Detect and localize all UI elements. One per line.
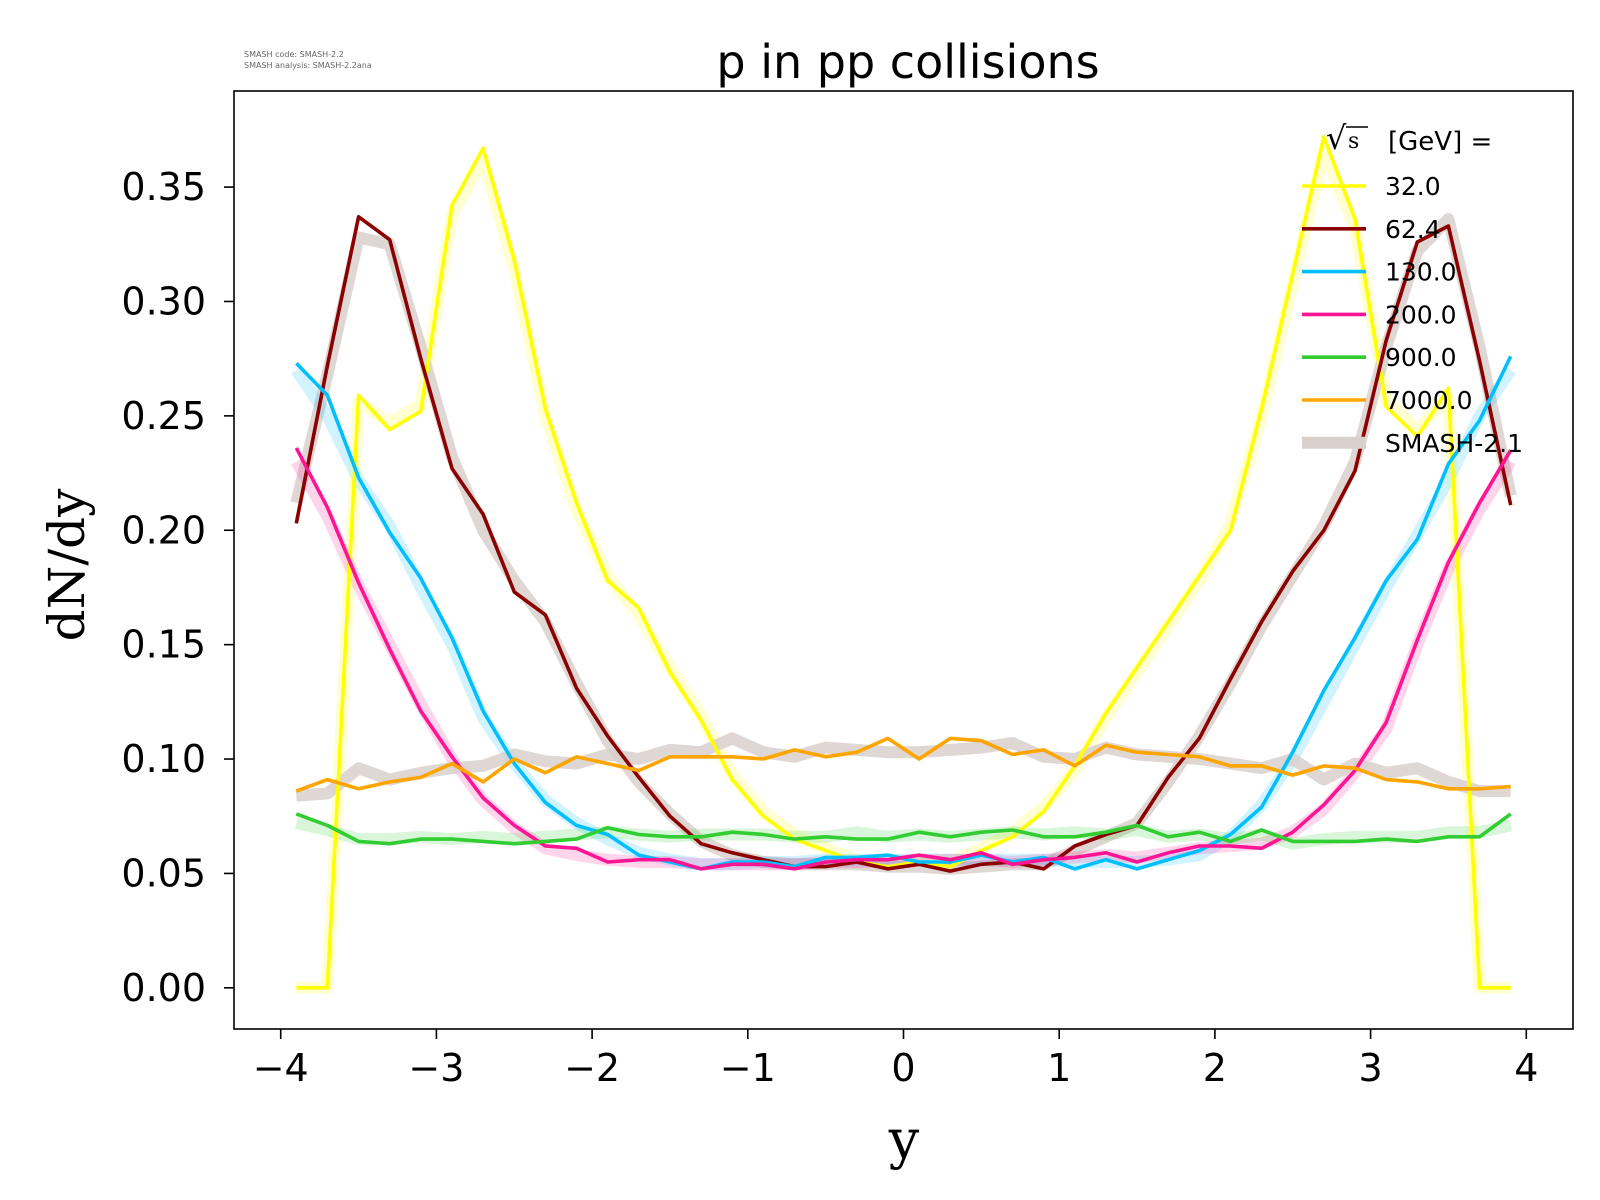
y-tick-label: 0.05 — [121, 851, 206, 895]
legend-entries: 32.0 62.4 130.0 200.0 900.0 7000.0 SMASH-2.1 — [1302, 172, 1523, 458]
legend-title-root: s — [1348, 129, 1359, 154]
x-tick-label: 2 — [1203, 1046, 1227, 1090]
reference-curves — [290, 144, 1517, 994]
chart-title: p in pp collisions — [716, 35, 1099, 89]
legend-label: 7000.0 — [1385, 386, 1472, 415]
x-tick-label: 4 — [1514, 1046, 1538, 1090]
data-series — [294, 135, 1513, 990]
series-line-62-4 — [294, 215, 1513, 873]
series-line-900-0 — [295, 812, 1512, 846]
x-tick-label: −2 — [564, 1046, 620, 1090]
y-tick-label: 0.15 — [121, 623, 206, 667]
legend-label-reference: SMASH-2.1 — [1385, 429, 1523, 458]
plot-frame — [233, 90, 1574, 1030]
x-tick-label: −4 — [253, 1046, 309, 1090]
series-line-32-0 — [296, 135, 1511, 990]
y-axis-ticks: 0.00 0.05 0.10 0.15 0.20 0.25 0.30 0.35 — [121, 165, 234, 1010]
meta-note-line-2: SMASH analysis: SMASH-2.2ana — [244, 61, 372, 70]
x-tick-label: −1 — [720, 1046, 776, 1090]
y-tick-label: 0.25 — [121, 394, 206, 438]
y-tick-label: 0.00 — [121, 966, 206, 1010]
legend-label: 200.0 — [1385, 300, 1457, 329]
y-tick-label: 0.35 — [121, 165, 206, 209]
x-axis-label: y — [888, 1108, 920, 1171]
y-axis-label: dN/dy — [38, 488, 96, 642]
legend-label: 130.0 — [1385, 258, 1457, 287]
legend-label: 62.4 — [1385, 215, 1441, 244]
legend-sqrt-symbol: √ — [1326, 119, 1347, 157]
meta-note-line-1: SMASH code: SMASH-2.2 — [244, 50, 344, 59]
y-tick-label: 0.20 — [121, 508, 206, 552]
y-tick-label: 0.30 — [121, 279, 206, 323]
legend-title-text: [GeV] = — [1388, 127, 1492, 157]
legend-label: 32.0 — [1385, 172, 1441, 201]
series-line-200-0 — [294, 447, 1513, 871]
x-tick-label: 1 — [1047, 1046, 1071, 1090]
y-tick-label: 0.10 — [121, 737, 206, 781]
x-tick-label: 0 — [891, 1046, 915, 1090]
x-axis-ticks: −4 −3 −2 −1 0 1 2 3 4 — [253, 1029, 1538, 1090]
legend: √ s [GeV] = 32.0 62.4 130.0 200.0 900.0 7000.… — [1302, 119, 1523, 458]
x-tick-label: −3 — [408, 1046, 464, 1090]
x-tick-label: 3 — [1358, 1046, 1382, 1090]
legend-label: 900.0 — [1385, 343, 1457, 372]
series-line-7000-0 — [295, 736, 1511, 793]
